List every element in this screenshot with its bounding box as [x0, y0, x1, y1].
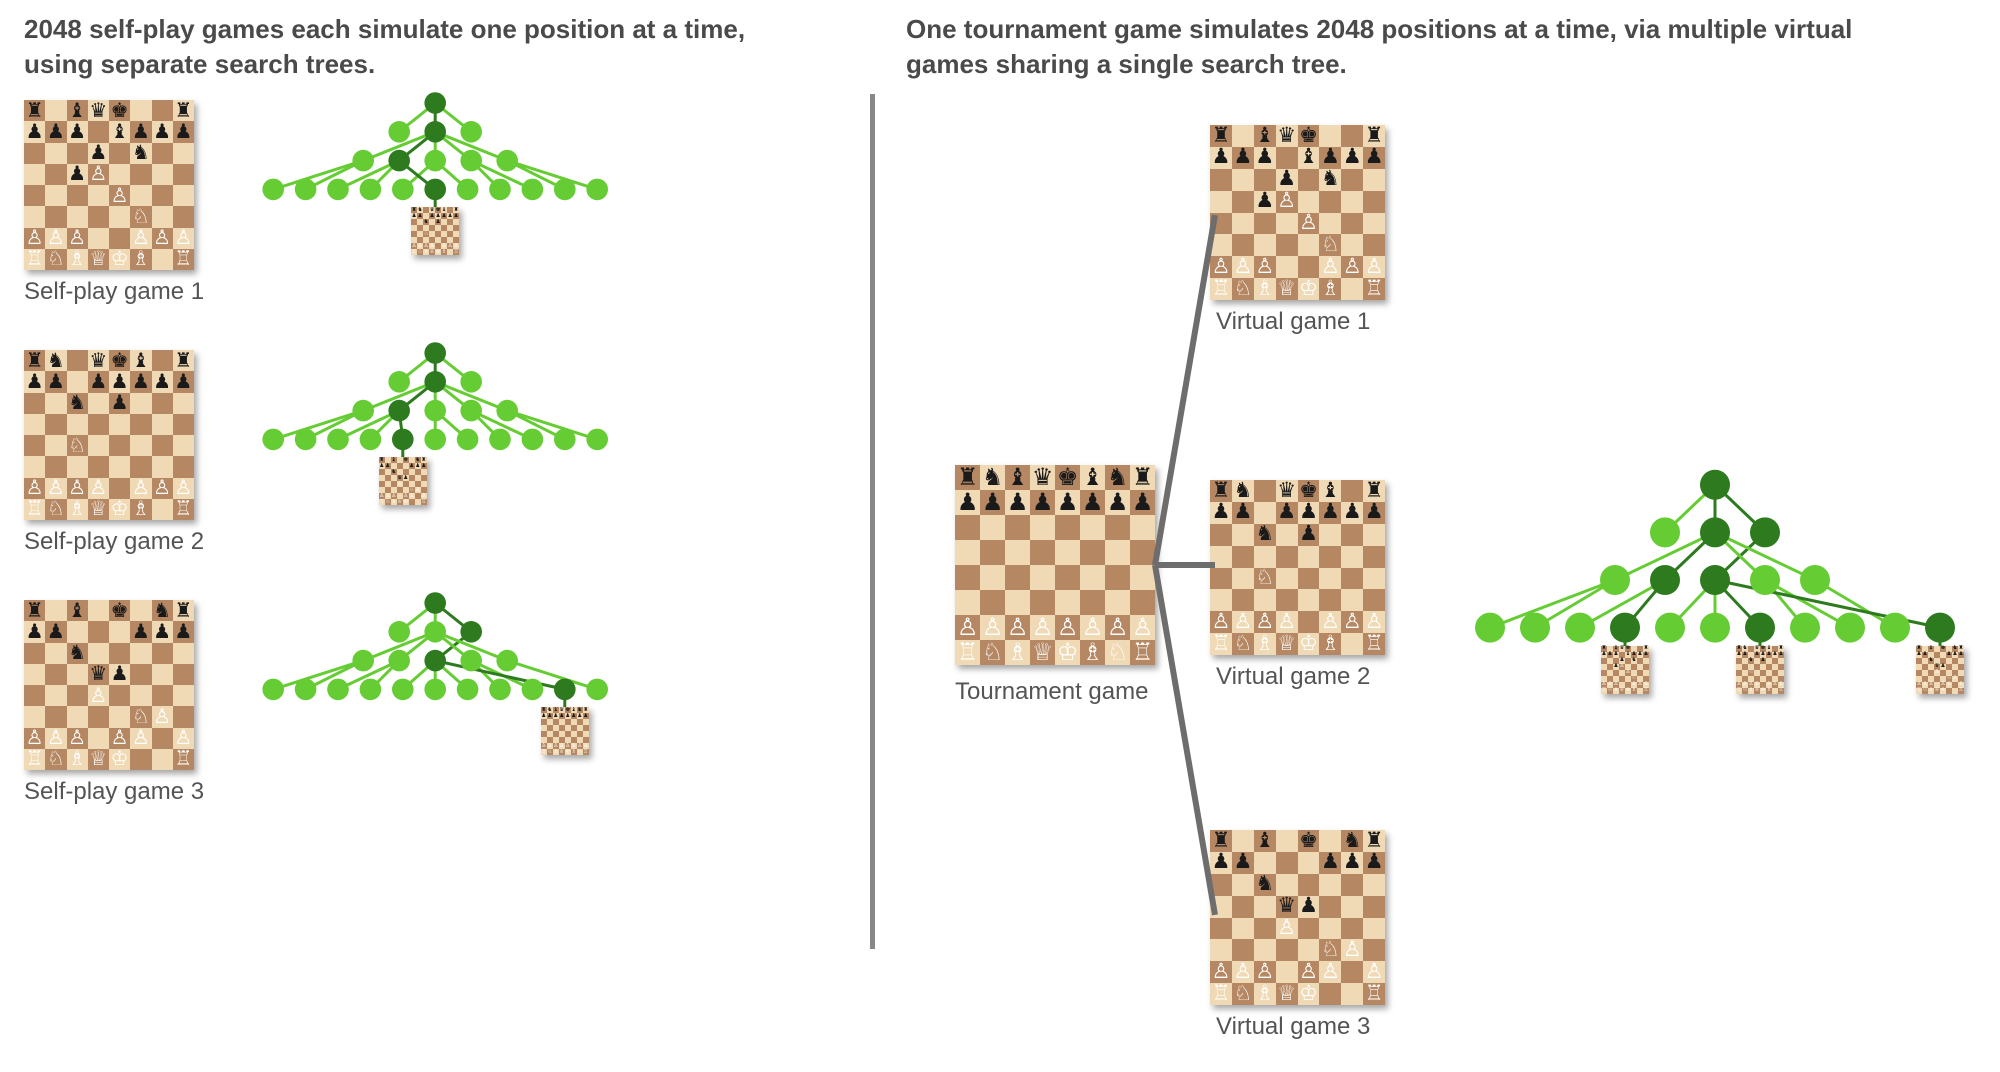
selfplay-caption-2: Self-play game 2: [24, 528, 204, 556]
connector-line: [1152, 215, 1218, 566]
tournament-board: ♜♞♝♛♚♝♞♜♟♟♟♟♟♟♟♟♙♙♙♙♙♙♙♙♖♘♗♕♔♗♘♖: [955, 465, 1155, 665]
selfplay-board-2: ♜♞♛♚♝♜♟♟♟♟♟♟♟♞♟♘♙♙♙♙♙♙♙♖♘♗♕♔♗♖: [24, 350, 194, 520]
virtual-caption-2: Virtual game 2: [1216, 663, 1370, 691]
virtual-caption-3: Virtual game 3: [1216, 1013, 1370, 1041]
right-heading: One tournament game simulates 2048 posit…: [906, 12, 1906, 82]
connector-line: [1155, 562, 1215, 568]
selfplay-board-1: ♜♝♛♚♜♟♟♟♝♟♟♟♟♞♟♙♙♘♙♙♙♙♙♙♖♘♗♕♔♗♖: [24, 100, 194, 270]
shared-leaf-board-1: ♜♝♛♚♜♟♟♟♝♟♟♟♟♞♟♙♙♘♙♙♙♙♙♙♖♘♗♕♔♗♖: [1601, 646, 1649, 694]
tournament-caption: Tournament game: [955, 678, 1148, 706]
virtual-caption-1: Virtual game 1: [1216, 308, 1370, 336]
virtual-board-2: ♜♞♛♚♝♜♟♟♟♟♟♟♟♞♟♘♙♙♙♙♙♙♙♖♘♗♕♔♗♖: [1210, 480, 1385, 655]
selfplay-tree-3: [230, 585, 640, 806]
vertical-divider: [870, 94, 875, 949]
selfplay-tree-1: [230, 85, 640, 306]
selfplay-leaf-board-3: ♜♞♝♛♚♝♞♜♟♟♟♟♟♟♟♟♙♙♙♙♙♙♙♙♖♘♗♕♔♗♘♖: [541, 707, 589, 755]
shared-leaf-board-2: ♜♞♛♚♝♜♟♟♟♟♟♟♟♞♟♘♙♙♙♙♙♙♙♖♘♗♕♔♗♖: [1736, 646, 1784, 694]
connector-line: [1152, 564, 1218, 915]
selfplay-tree-2: [230, 335, 640, 556]
left-heading: 2048 self-play games each simulate one p…: [24, 12, 784, 82]
virtual-board-3: ♜♝♚♞♜♟♟♟♟♟♞♛♟♙♘♙♙♙♙♙♙♙♖♘♗♕♔♖: [1210, 830, 1385, 1005]
selfplay-leaf-board-1: ♜♞♛♚♝♜♟♟♟♟♟♟♟♞♟♘♙♙♙♙♙♙♙♖♘♗♕♔♗♖: [411, 207, 459, 255]
virtual-board-1: ♜♝♛♚♜♟♟♟♝♟♟♟♟♞♟♙♙♘♙♙♙♙♙♙♖♘♗♕♔♗♖: [1210, 125, 1385, 300]
selfplay-caption-1: Self-play game 1: [24, 278, 204, 306]
shared-search-tree: [1430, 455, 2000, 775]
selfplay-leaf-board-2: ♜♝♚♞♜♟♟♟♟♟♞♛♟♙♘♙♙♙♙♙♙♙♖♘♗♕♔♖: [379, 457, 427, 505]
shared-leaf-board-3: ♜♝♚♞♜♟♟♟♟♟♞♛♟♙♘♙♙♙♙♙♙♙♖♘♗♕♔♖: [1916, 646, 1964, 694]
selfplay-board-3: ♜♝♚♞♜♟♟♟♟♟♞♛♟♙♘♙♙♙♙♙♙♙♖♘♗♕♔♖: [24, 600, 194, 770]
selfplay-caption-3: Self-play game 3: [24, 778, 204, 806]
